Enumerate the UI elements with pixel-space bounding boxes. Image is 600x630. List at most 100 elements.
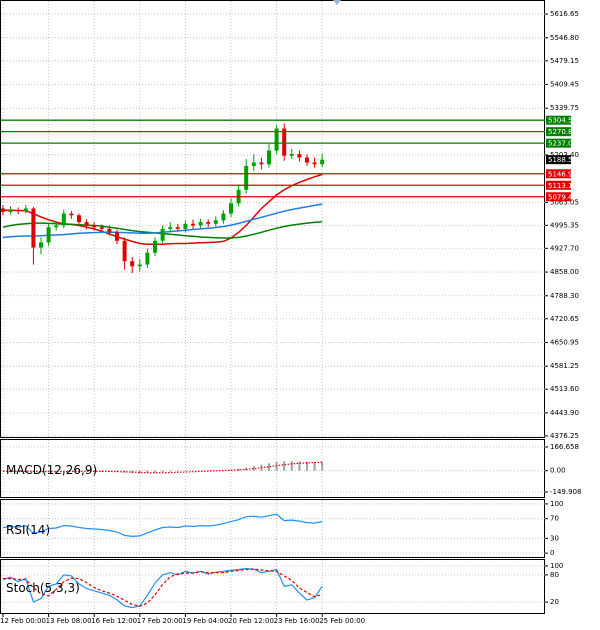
- y-tick-label: 30: [550, 534, 559, 542]
- candle-body: [77, 215, 81, 223]
- candle-body: [305, 157, 309, 163]
- candle-body: [267, 150, 271, 165]
- indicator-label: Stoch(5,3,3): [6, 581, 80, 595]
- candle-body: [251, 162, 256, 166]
- level-tag: [546, 115, 571, 125]
- histogram-bar: [252, 466, 255, 471]
- y-tick-label: 100: [550, 562, 563, 570]
- x-tick-label: 25 Feb 00:00: [319, 617, 365, 625]
- histogram-bar: [55, 470, 58, 472]
- x-tick-label: 19 Feb 04:00: [182, 617, 228, 625]
- candle-body: [160, 228, 165, 241]
- histogram-bar: [85, 470, 88, 472]
- histogram-bar: [298, 461, 301, 471]
- x-tick-label: 12 Feb 00:00: [0, 617, 46, 625]
- level-tag: [546, 127, 571, 137]
- indicator-line: [3, 461, 323, 474]
- x-tick-label: 13 Feb 08:00: [46, 617, 92, 625]
- candle-body: [130, 261, 135, 267]
- candle-body: [289, 154, 294, 156]
- histogram-bar: [9, 470, 12, 472]
- histogram-bar: [237, 468, 240, 471]
- y-tick-label: 4720.65: [550, 315, 579, 323]
- histogram-bar: [161, 470, 164, 473]
- histogram-bar: [169, 470, 172, 472]
- candle-body: [244, 165, 249, 190]
- candle-body: [168, 227, 173, 229]
- candle-body: [153, 240, 157, 253]
- y-tick-label: 4995.35: [550, 221, 579, 229]
- y-tick-label: 5479.15: [550, 57, 579, 65]
- main-panel-frame: [0, 0, 545, 438]
- level-tag: [546, 138, 571, 148]
- histogram-bar: [176, 470, 179, 472]
- candle-body: [206, 222, 211, 224]
- last-price-tag: [546, 155, 571, 165]
- stoch-panel-frame: [0, 559, 545, 614]
- y-tick-label: 5202.40: [550, 151, 579, 159]
- candle-body: [1, 208, 5, 212]
- y-tick-label: 4927.70: [550, 244, 579, 252]
- candle-body: [61, 213, 66, 226]
- y-tick-label: 4581.25: [550, 362, 579, 370]
- y-tick-label: 100: [550, 500, 563, 508]
- candle-body: [54, 225, 59, 228]
- histogram-bar: [123, 470, 126, 473]
- candle-body: [8, 210, 13, 212]
- histogram-bar: [313, 461, 316, 471]
- candle-body: [312, 162, 317, 165]
- y-tick-label: 5616.65: [550, 10, 579, 18]
- candle-body: [221, 213, 226, 221]
- candle-body: [320, 159, 325, 165]
- y-tick-label: 5546.80: [550, 34, 579, 42]
- candle-body: [175, 227, 180, 229]
- level-tag: [546, 192, 571, 202]
- level-tag: [546, 169, 571, 179]
- y-tick-label: 80: [550, 571, 559, 579]
- x-tick-label: 16 Feb 12:00: [91, 617, 137, 625]
- y-tick-label: 0.00: [550, 467, 566, 475]
- last-price-label: 5188.50: [548, 156, 577, 164]
- candle-body: [198, 222, 203, 226]
- level-tag-label: 5113.19: [548, 182, 577, 190]
- y-tick-label: 5063.05: [550, 198, 579, 206]
- candle-body: [122, 240, 127, 262]
- x-tick-label: 23 Feb 16:00: [274, 617, 320, 625]
- indicator-line: [2, 567, 323, 609]
- candle-body: [297, 154, 302, 158]
- indicator-label: RSI(14): [6, 523, 50, 537]
- y-tick-label: 4788.30: [550, 292, 579, 300]
- histogram-bar: [306, 461, 308, 471]
- candle-body: [84, 222, 89, 226]
- candle-body: [107, 228, 112, 233]
- histogram-bar: [290, 461, 293, 471]
- y-tick-label: 4513.60: [550, 385, 579, 393]
- histogram-bar: [283, 461, 286, 471]
- candle-body: [46, 227, 51, 243]
- candle-body: [16, 210, 21, 212]
- candle-body: [31, 208, 36, 248]
- y-tick-label: 5339.75: [550, 104, 579, 112]
- level-tag: [546, 180, 571, 190]
- level-tag-label: 5304.59: [548, 117, 577, 125]
- level-tag-label: 5237.03: [548, 140, 577, 148]
- y-tick-label: 166.658: [550, 443, 579, 451]
- candle-body: [145, 252, 150, 265]
- histogram-bar: [321, 462, 324, 471]
- candle-body: [137, 264, 142, 267]
- candle-body: [259, 162, 264, 165]
- x-tick-label: 20 Feb 12:00: [228, 617, 274, 625]
- y-tick-label: 4376.25: [550, 432, 579, 440]
- candle-body: [69, 213, 74, 216]
- y-tick-label: 0: [550, 549, 554, 557]
- histogram-bar: [100, 470, 103, 472]
- y-tick-label: 20: [550, 598, 559, 606]
- candle-body: [39, 242, 43, 248]
- indicator-line: [2, 513, 323, 538]
- histogram-bar: [40, 470, 42, 473]
- indicator-line: [3, 568, 323, 607]
- histogram-bar: [154, 470, 156, 473]
- histogram-bar: [268, 463, 270, 471]
- candle-body: [191, 223, 195, 226]
